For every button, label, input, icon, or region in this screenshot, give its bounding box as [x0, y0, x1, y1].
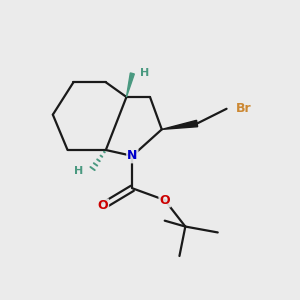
Polygon shape [162, 120, 198, 129]
Text: O: O [159, 194, 170, 207]
Text: H: H [74, 166, 84, 176]
Text: H: H [140, 68, 149, 78]
Text: Br: Br [236, 102, 251, 115]
Text: N: N [127, 149, 137, 162]
Text: O: O [98, 200, 108, 212]
Polygon shape [126, 73, 134, 97]
